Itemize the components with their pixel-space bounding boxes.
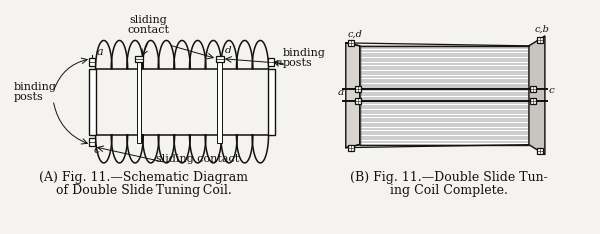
Text: posts: posts bbox=[283, 58, 313, 68]
Text: contact: contact bbox=[128, 25, 170, 35]
Text: of Double Slide Tuning Coil.: of Double Slide Tuning Coil. bbox=[56, 184, 232, 197]
Text: d: d bbox=[225, 46, 232, 55]
Text: sliding: sliding bbox=[130, 15, 167, 25]
Bar bbox=[348, 40, 354, 46]
Text: u: u bbox=[275, 58, 281, 67]
Bar bbox=[137, 61, 142, 143]
Bar bbox=[89, 138, 95, 146]
Text: c,b: c,b bbox=[535, 25, 550, 34]
Polygon shape bbox=[529, 36, 545, 154]
Text: c: c bbox=[549, 86, 554, 95]
Text: c: c bbox=[94, 145, 100, 155]
Bar bbox=[89, 58, 95, 66]
Bar bbox=[135, 56, 143, 62]
Text: binding: binding bbox=[13, 82, 56, 92]
Text: (A) Fig. 11.—Schematic Diagram: (A) Fig. 11.—Schematic Diagram bbox=[39, 171, 248, 184]
Bar bbox=[355, 86, 361, 92]
Text: ing Coil Complete.: ing Coil Complete. bbox=[391, 184, 508, 197]
Text: a: a bbox=[97, 47, 104, 57]
Bar bbox=[348, 145, 354, 151]
Bar bbox=[217, 61, 223, 143]
Bar bbox=[530, 98, 536, 104]
Bar bbox=[268, 58, 274, 66]
Bar bbox=[537, 37, 543, 43]
Bar bbox=[268, 69, 275, 135]
Text: (B) Fig. 11.—Double Slide Tun-: (B) Fig. 11.—Double Slide Tun- bbox=[350, 171, 548, 184]
Text: c,d: c,d bbox=[348, 30, 362, 39]
Polygon shape bbox=[360, 46, 529, 145]
Text: a: a bbox=[338, 88, 344, 97]
Text: sliding contact: sliding contact bbox=[155, 154, 239, 165]
Bar bbox=[537, 148, 543, 154]
Bar bbox=[355, 98, 361, 104]
Text: posts: posts bbox=[13, 92, 43, 102]
Polygon shape bbox=[346, 43, 360, 148]
Bar bbox=[216, 56, 224, 62]
Bar bbox=[530, 86, 536, 92]
Bar bbox=[89, 69, 96, 135]
Text: binding: binding bbox=[283, 48, 326, 58]
